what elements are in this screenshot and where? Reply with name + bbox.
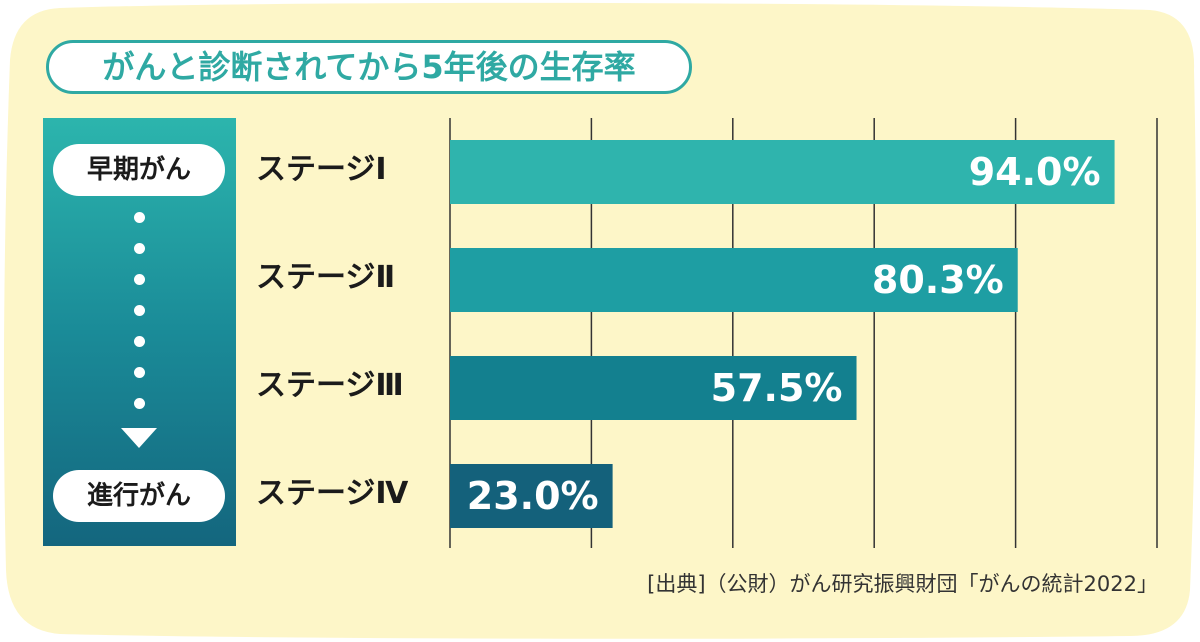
bar (450, 464, 613, 528)
bar-value-label: 23.0% (467, 474, 599, 518)
progression-dot (134, 367, 145, 378)
source-note: [出典]（公財）がん研究振興財団「がんの統計2022」 (647, 572, 1158, 596)
category-label: ステージⅢ (256, 368, 404, 403)
bar-value-label: 57.5% (711, 366, 843, 410)
chart-title: がんと診断されてから5年後の生存率 (46, 40, 692, 94)
progression-dot (134, 305, 145, 316)
category-label: ステージⅠ (256, 152, 387, 187)
down-arrow-icon (121, 428, 157, 448)
category-label: ステージⅡ (256, 260, 396, 295)
progression-dot (134, 336, 145, 347)
progression-dot (134, 243, 145, 254)
bar-value-label: 94.0% (969, 150, 1101, 194)
bar (450, 140, 1115, 204)
bar-value-label: 80.3% (872, 258, 1004, 302)
progression-dot (134, 398, 145, 409)
progression-dot (134, 212, 145, 223)
progression-dot (134, 274, 145, 285)
early-stage-pill: 早期がん (53, 144, 225, 196)
bar (450, 356, 857, 420)
advanced-stage-pill: 進行がん (53, 470, 225, 522)
bar (450, 248, 1018, 312)
category-label: ステージⅣ (256, 476, 409, 511)
